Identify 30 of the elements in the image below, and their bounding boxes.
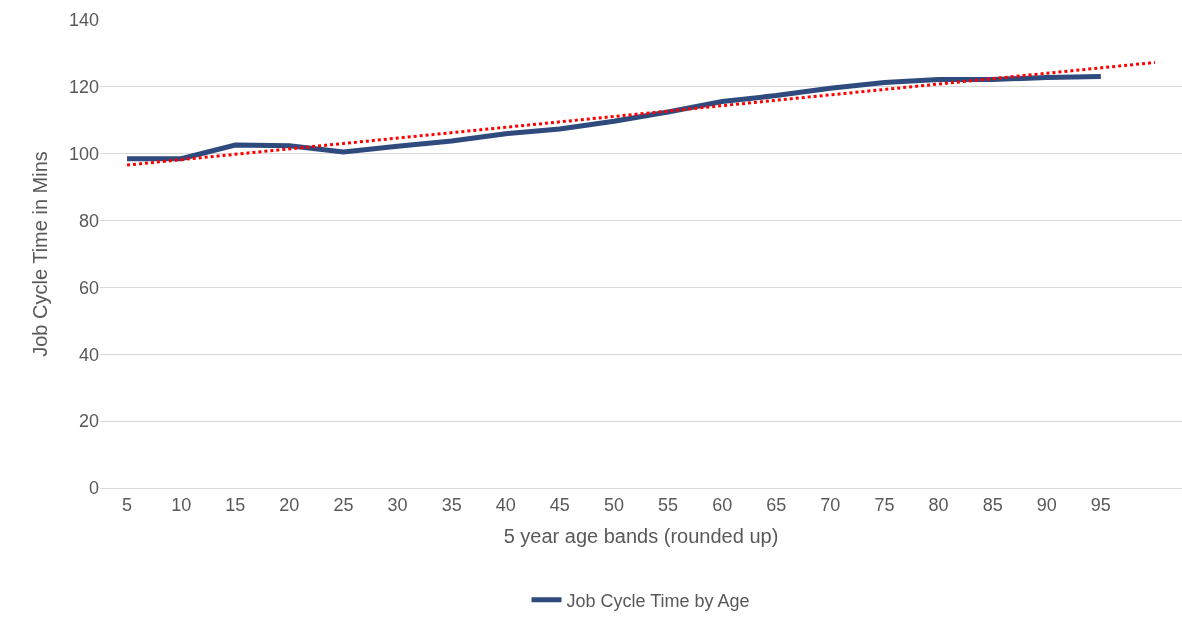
y-tick-label: 0: [88, 478, 99, 499]
y-tick-label: 80: [78, 210, 99, 231]
legend-label: Job Cycle Time by Age: [566, 590, 750, 611]
x-tick-label: 50: [603, 494, 624, 515]
y-tick-label: 40: [78, 344, 99, 365]
y-axis-title: Job Cycle Time in Mins: [29, 151, 52, 357]
x-axis-title: 5 year age bands (rounded up): [503, 525, 779, 548]
x-tick-label: 15: [225, 494, 246, 515]
y-tick-label: 20: [78, 411, 99, 432]
x-tick-label: 40: [495, 494, 516, 515]
x-tick-label: 95: [1090, 494, 1111, 515]
x-tick-label: 55: [658, 494, 679, 515]
x-tick-label: 35: [441, 494, 462, 515]
y-tick-label: 140: [68, 10, 99, 31]
x-tick-label: 80: [928, 494, 949, 515]
x-tick-label: 60: [712, 494, 733, 515]
x-tick-label: 85: [982, 494, 1003, 515]
x-tick-label: 20: [279, 494, 300, 515]
x-tick-label: 5: [122, 494, 133, 515]
y-tick-label: 100: [68, 144, 99, 165]
y-tick-label: 120: [68, 77, 99, 98]
x-tick-label: 75: [874, 494, 895, 515]
x-tick-label: 25: [333, 494, 354, 515]
x-tick-label: 45: [549, 494, 570, 515]
x-tick-label: 65: [766, 494, 787, 515]
x-tick-label: 70: [820, 494, 841, 515]
x-tick-label: 90: [1036, 494, 1057, 515]
y-tick-label: 60: [78, 277, 99, 298]
x-tick-label: 10: [171, 494, 192, 515]
x-tick-label: 30: [387, 494, 408, 515]
